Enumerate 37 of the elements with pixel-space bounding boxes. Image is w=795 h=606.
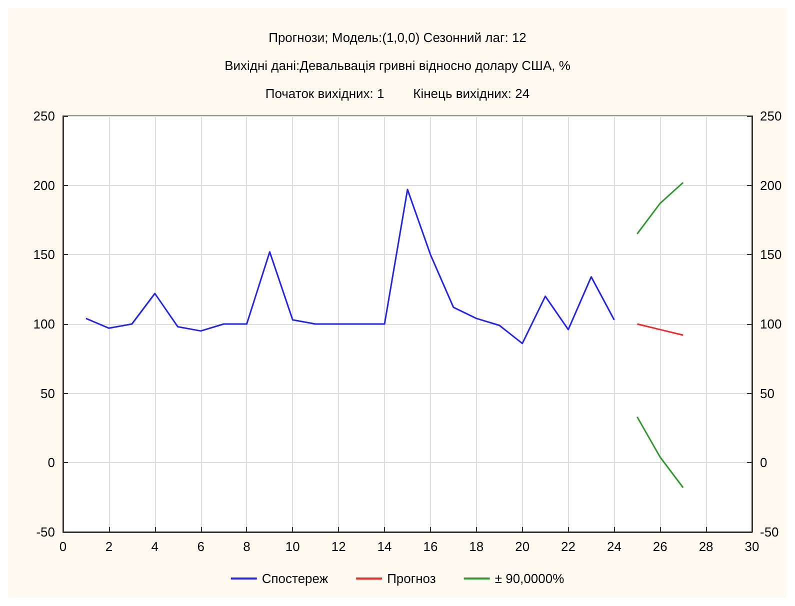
x-tick-label: 12 bbox=[331, 539, 346, 554]
y2-tick-label: 200 bbox=[760, 178, 782, 193]
text: Початок вихідних: 1 Кінець вихідних: 24 bbox=[265, 86, 530, 101]
x-tick-label: 2 bbox=[105, 539, 113, 554]
chart-title: Прогнози; Модель:(1,0,0) Сезонний лаг: 12 bbox=[268, 30, 526, 45]
x-tick-label: 30 bbox=[744, 539, 760, 554]
y-tick-label: 50 bbox=[40, 386, 55, 401]
x-tick-label: 6 bbox=[197, 539, 204, 554]
y2-tick-label: -50 bbox=[760, 524, 779, 540]
x-tick-label: 0 bbox=[59, 539, 67, 554]
y-tick-label: 100 bbox=[33, 316, 55, 332]
y-tick-label: 150 bbox=[33, 247, 55, 262]
legend-label: Спостереж bbox=[262, 571, 328, 586]
y2-tick-label: 100 bbox=[760, 316, 782, 332]
x-tick-label: 22 bbox=[561, 539, 576, 554]
x-tick-label: 28 bbox=[698, 539, 714, 554]
x-tick-label: 10 bbox=[285, 539, 300, 554]
x-tick-label: 20 bbox=[515, 539, 530, 554]
x-tick-label: 4 bbox=[151, 539, 158, 554]
y2-tick-label: 150 bbox=[760, 247, 782, 262]
x-tick-label: 26 bbox=[652, 539, 668, 554]
y2-tick-label: 50 bbox=[760, 386, 774, 401]
y-tick-label: 250 bbox=[33, 108, 55, 124]
chart-subtitle: Вихідні дані:Девальвація гривні відносно долару США, % bbox=[224, 58, 571, 73]
y2-tick-label: 0 bbox=[760, 455, 768, 470]
y-tick-label: -50 bbox=[36, 524, 55, 540]
x-tick-label: 14 bbox=[377, 539, 392, 554]
x-tick-label: 8 bbox=[243, 539, 250, 554]
y-tick-label: 200 bbox=[33, 178, 55, 193]
legend-label: Прогноз bbox=[387, 571, 436, 586]
y-tick-label: 0 bbox=[48, 455, 55, 470]
legend-label: ± 90,0000% bbox=[494, 571, 565, 586]
line-series bbox=[85, 188, 615, 344]
y2-tick-label: 250 bbox=[760, 108, 782, 124]
x-tick-label: 16 bbox=[423, 539, 438, 554]
x-tick-label: 18 bbox=[469, 539, 484, 554]
x-tick-label: 24 bbox=[606, 539, 622, 554]
